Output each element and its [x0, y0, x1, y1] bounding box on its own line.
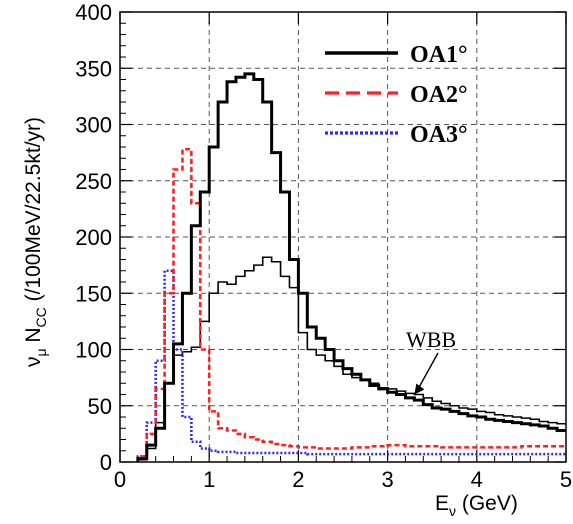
x-tick-label: 0 [114, 467, 126, 492]
grid-layer [120, 12, 566, 462]
y-tick-label: 0 [100, 450, 112, 475]
legend-label: OA3° [410, 122, 468, 148]
x-tick-label: 4 [471, 467, 483, 492]
legend: OA1° OA2° OA3° [325, 42, 468, 148]
wbb-arrow-head [414, 383, 425, 395]
series-oa1-line [136, 72, 566, 462]
y-tick-label: 150 [75, 281, 112, 306]
series-oa2-line [136, 147, 566, 462]
y-tick-label: 350 [75, 56, 112, 81]
plot-frame [119, 11, 567, 463]
wbb-label: WBB [406, 327, 456, 352]
x-tick-label: 5 [560, 467, 572, 492]
series-oa3-line [136, 269, 566, 462]
x-tick-label: 2 [292, 467, 304, 492]
y-tick-label: 100 [75, 338, 112, 363]
wbb-arrow-shaft [417, 352, 439, 389]
y-tick-label: 400 [75, 0, 112, 25]
x-tick-label: 1 [203, 467, 215, 492]
y-tick-label: 300 [75, 113, 112, 138]
y-tick-label: 200 [75, 225, 112, 250]
wbb-annotation: WBB [406, 327, 456, 395]
y-tick-label: 50 [88, 394, 112, 419]
series-wbb-line [137, 256, 566, 462]
x-tick-label: 3 [381, 467, 393, 492]
x-axis-title: Eν (GeV) [435, 492, 518, 519]
tick-layer [119, 11, 567, 463]
series-layer [136, 72, 566, 462]
legend-label: OA2° [410, 82, 468, 108]
y-tick-label: 250 [75, 169, 112, 194]
y-axis-title: νμ NCC (/100MeV/22.5kt/yr) [22, 117, 49, 367]
legend-label: OA1° [410, 42, 468, 68]
